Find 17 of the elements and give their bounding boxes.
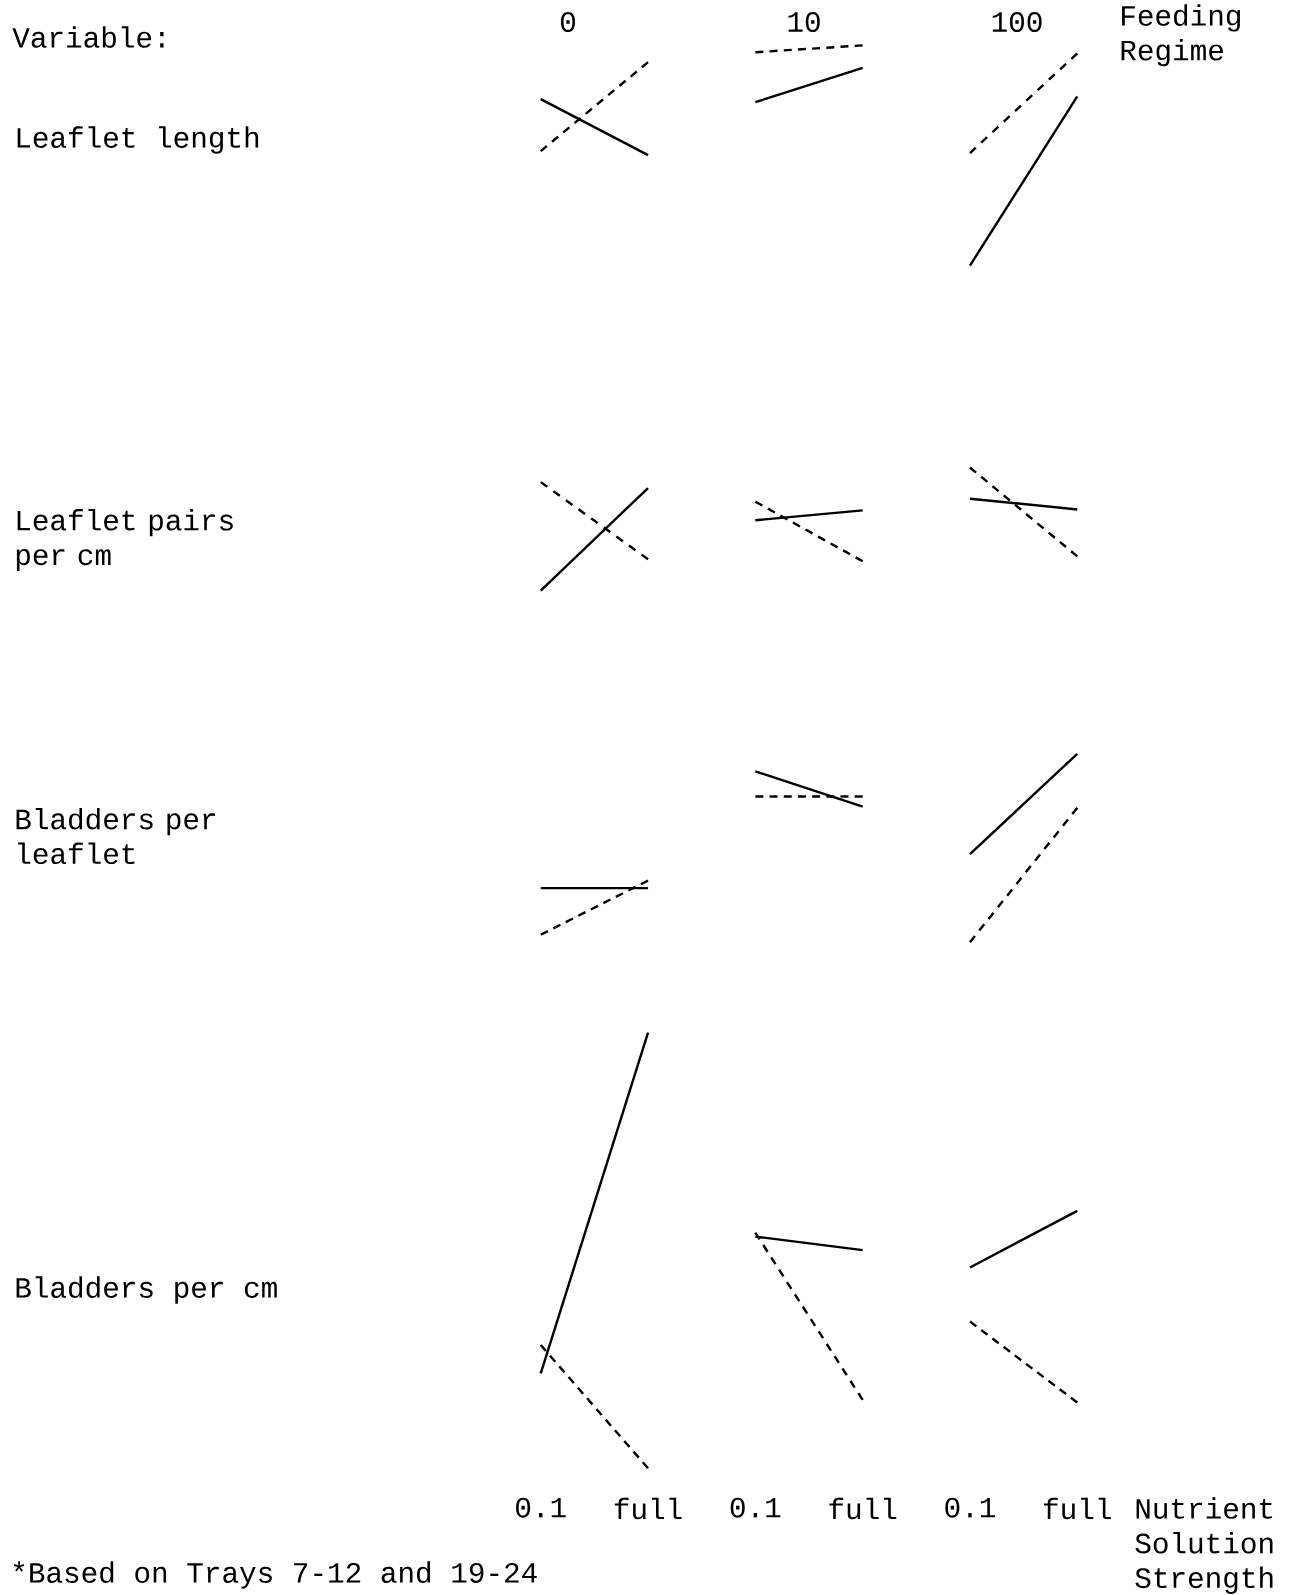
text: 0 [560, 12, 575, 32]
y-axis-title: Bladders per leaflet [16, 807, 215, 865]
text: Variable: [12, 26, 164, 48]
y-axis-title: Leaflet pairs per cm [16, 509, 233, 572]
text: 10 [788, 12, 820, 32]
x-tick-label: full [614, 1497, 682, 1520]
text: 100 [992, 12, 1042, 32]
y-axis-title: Leaflet length [17, 126, 259, 154]
annotation: Feeding Regime [1121, 4, 1240, 67]
x-tick-label: 0.1 [516, 1497, 566, 1518]
text: *Based on Trays 7-12 and 19-24 [13, 1561, 537, 1589]
y-axis-title: Bladders per cm [16, 1276, 277, 1304]
x-tick-label: full [829, 1497, 897, 1520]
x-tick-label: 0.1 [945, 1497, 995, 1518]
x-tick-label: 0.1 [730, 1497, 781, 1518]
x-tick-label: full [1044, 1497, 1111, 1520]
x-axis-title: Nutrient Solution Strength [1135, 1497, 1273, 1594]
